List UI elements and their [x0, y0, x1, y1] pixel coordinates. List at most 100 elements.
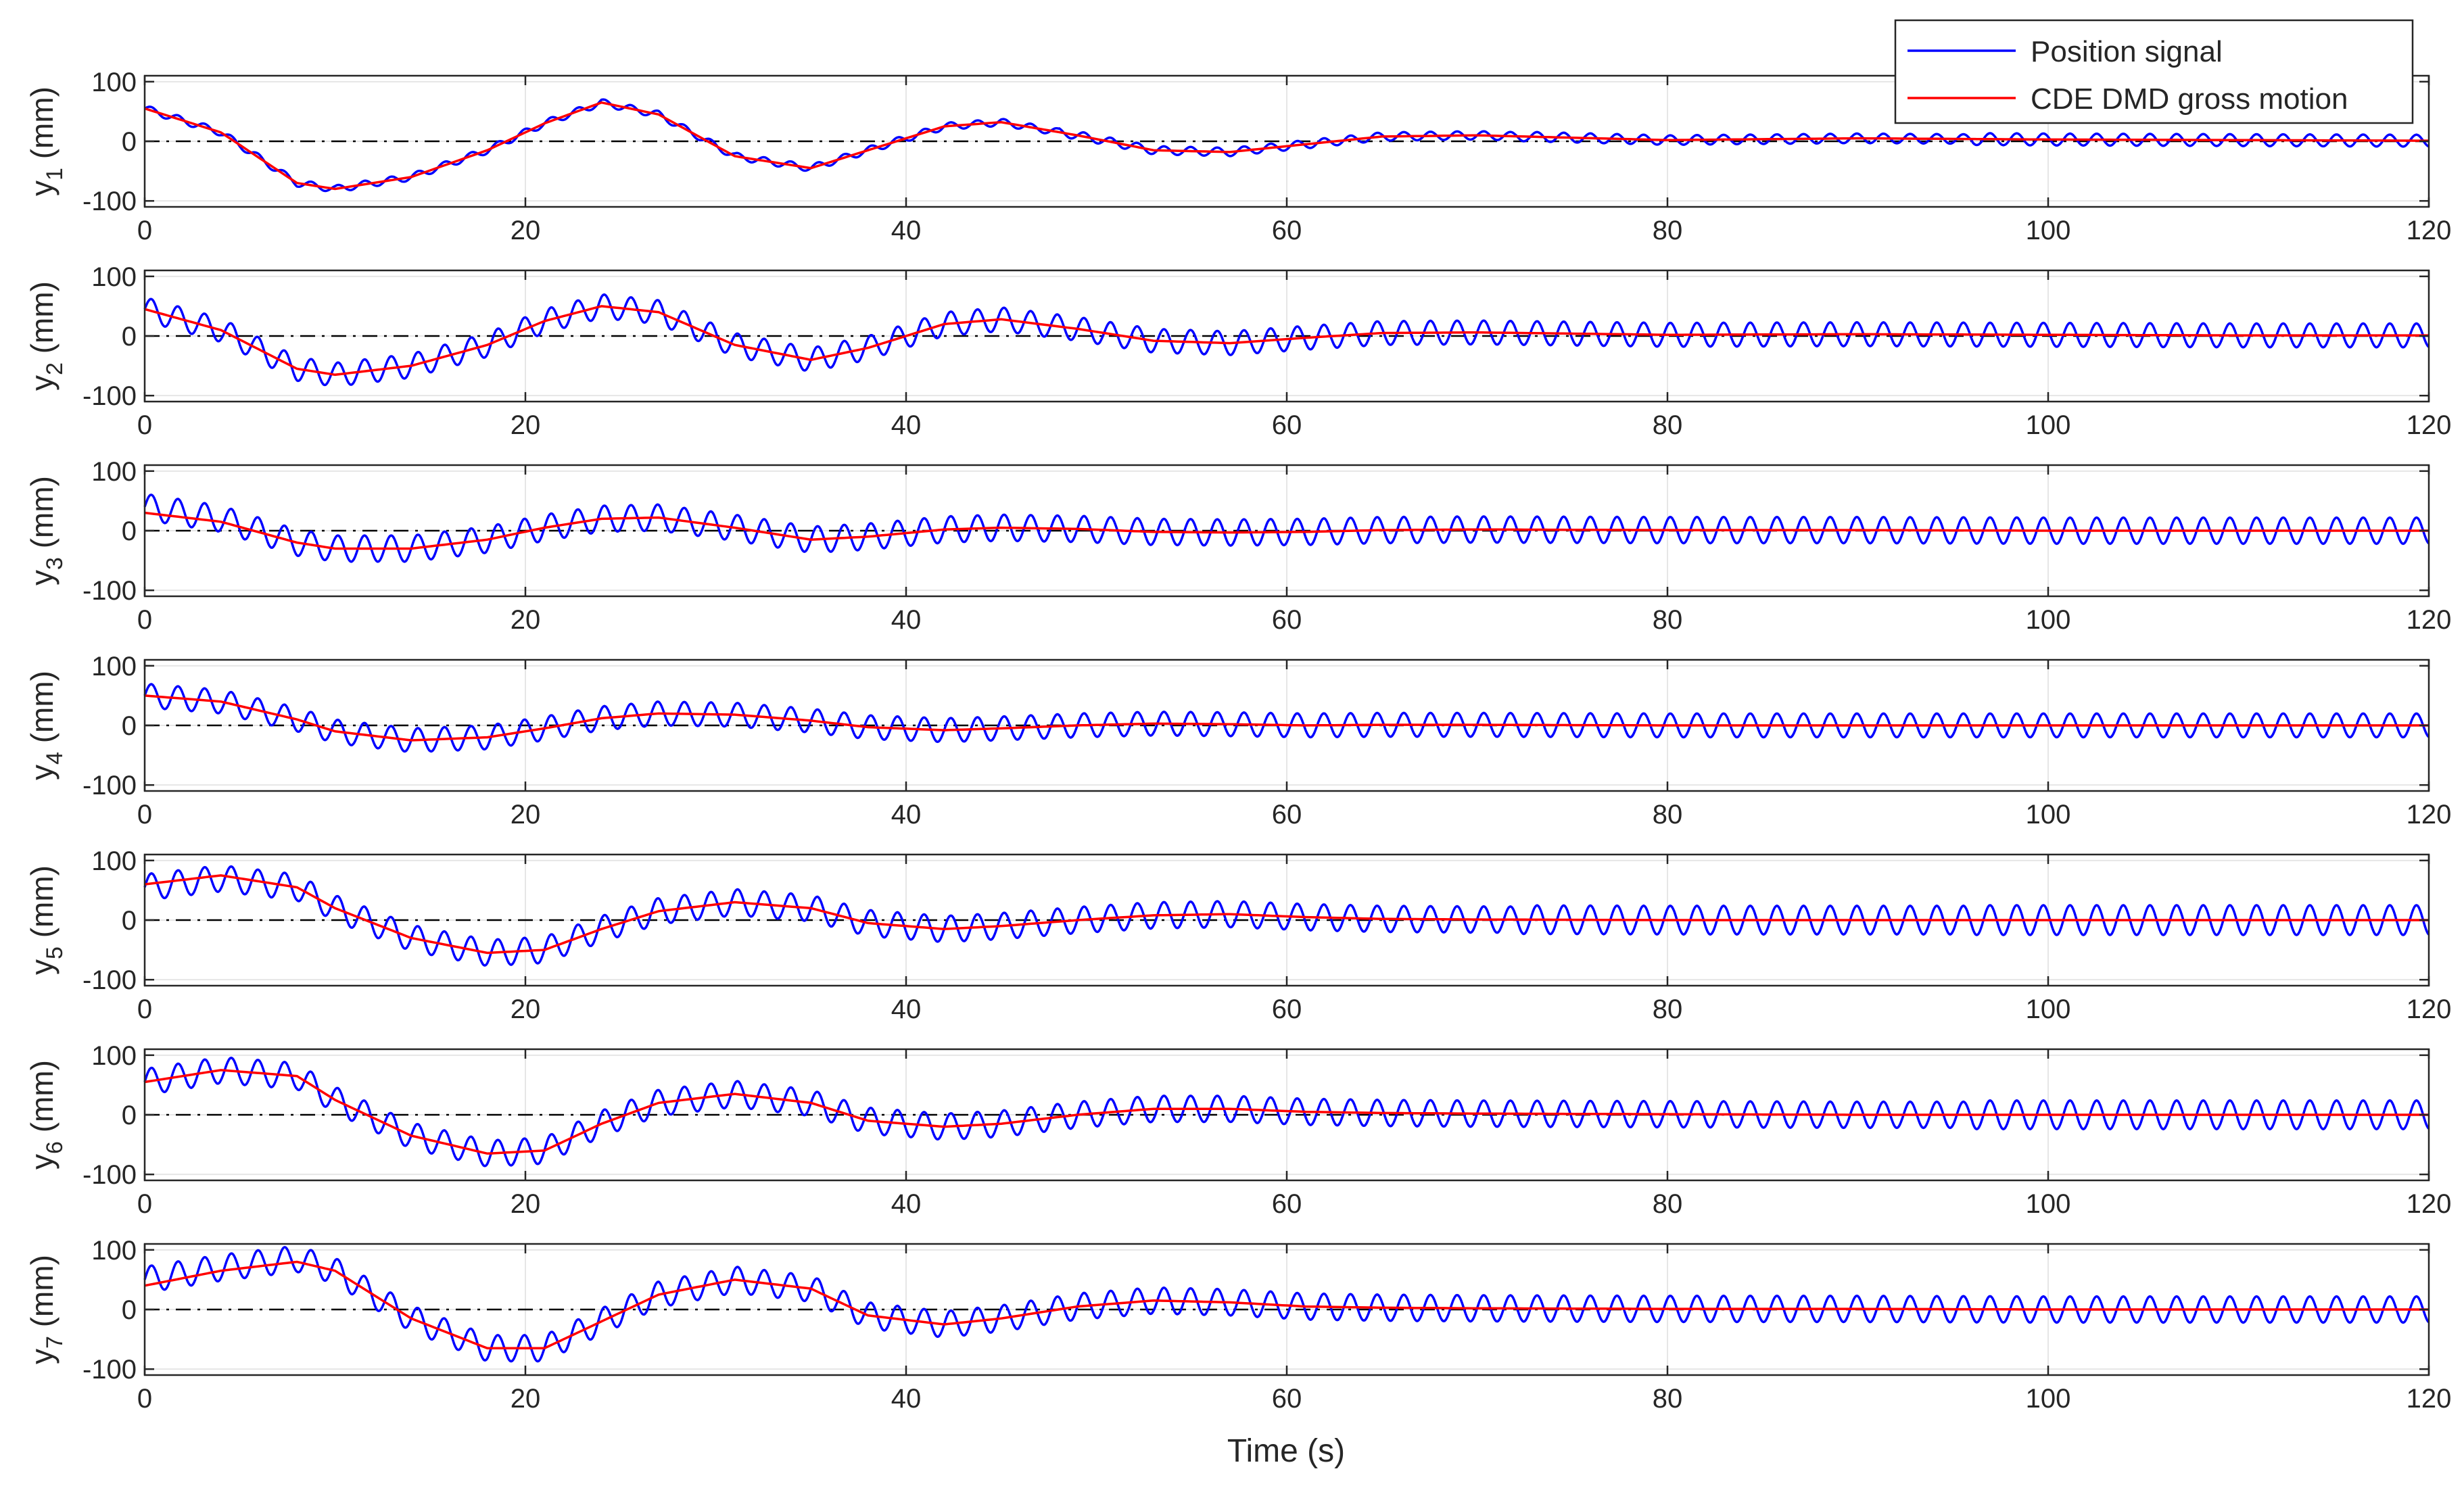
x-tick-label: 40: [891, 994, 922, 1024]
legend: Position signal CDE DMD gross motion: [1894, 19, 2414, 124]
x-tick-label: 60: [1272, 1384, 1302, 1414]
x-tick-label: 60: [1272, 410, 1302, 440]
x-tick-label: 100: [2026, 410, 2071, 440]
x-tick-label: 20: [511, 605, 541, 635]
x-tick-label: 40: [891, 216, 922, 245]
y-tick-label: 0: [122, 127, 137, 157]
x-tick-label: 20: [511, 216, 541, 245]
y-tick-label: 100: [91, 457, 137, 487]
x-tick-label: 20: [511, 994, 541, 1024]
x-tick-label: 40: [891, 1189, 922, 1219]
gross-motion-line: [144, 511, 2429, 550]
gross-motion-line: [144, 305, 2429, 377]
y-tick-label: -100: [82, 1160, 137, 1190]
y-tick-label: 100: [91, 68, 137, 97]
y-axis-label: y3 (mm): [24, 476, 68, 585]
gross-motion-line: [144, 1069, 2429, 1155]
y-tick-label: 100: [91, 846, 137, 876]
x-tick-label: 80: [1653, 1384, 1683, 1414]
x-tick-label: 0: [137, 410, 152, 440]
y-tick-label: 0: [122, 322, 137, 352]
y-tick-label: 100: [91, 1041, 137, 1071]
legend-box: [1894, 19, 2414, 124]
x-tick-label: 120: [2407, 410, 2452, 440]
x-tick-label: 80: [1653, 410, 1683, 440]
position-signal-line: [143, 494, 2430, 563]
x-tick-label: 20: [511, 1384, 541, 1414]
y-tick-label: 0: [122, 516, 137, 546]
y-tick-label: -100: [82, 187, 137, 216]
x-tick-label: 80: [1653, 994, 1683, 1024]
x-tick-label: 100: [2026, 800, 2071, 830]
y-tick-label: 0: [122, 1101, 137, 1130]
y-axis-label: y7 (mm): [24, 1255, 68, 1364]
x-tick-label: 100: [2026, 605, 2071, 635]
gross-motion-line: [144, 874, 2429, 955]
x-tick-label: 80: [1653, 1189, 1683, 1219]
x-tick-label: 80: [1653, 800, 1683, 830]
x-tick-label: 100: [2026, 994, 2071, 1024]
x-tick-label: 120: [2407, 1384, 2452, 1414]
y-tick-label: -100: [82, 381, 137, 411]
x-tick-label: 60: [1272, 800, 1302, 830]
x-tick-label: 100: [2026, 1189, 2071, 1219]
x-tick-label: 120: [2407, 605, 2452, 635]
x-tick-label: 120: [2407, 1189, 2452, 1219]
legend-label: Position signal: [2031, 35, 2223, 68]
y-axis-label: y5 (mm): [24, 865, 68, 975]
x-tick-label: 20: [511, 1189, 541, 1219]
position-signal-line: [143, 1056, 2430, 1168]
x-tick-label: 60: [1272, 605, 1302, 635]
x-tick-label: 0: [137, 1189, 152, 1219]
y-tick-label: 100: [91, 652, 137, 681]
y-axis-label: y6 (mm): [24, 1060, 68, 1170]
x-tick-label: 20: [511, 800, 541, 830]
legend-label: CDE DMD gross motion: [2031, 82, 2348, 116]
x-tick-label: 0: [137, 800, 152, 830]
x-tick-label: 60: [1272, 216, 1302, 245]
y-axis-label: y4 (mm): [24, 671, 68, 780]
gross-motion-line: [144, 694, 2429, 742]
position-signal-line: [143, 865, 2430, 967]
y-tick-label: 0: [122, 711, 137, 741]
x-tick-label: 120: [2407, 216, 2452, 245]
position-signal-line: [144, 98, 2430, 193]
position-signal-line: [143, 683, 2430, 753]
y-tick-label: -100: [82, 1355, 137, 1385]
y-tick-label: -100: [82, 771, 137, 800]
x-tick-label: 40: [891, 1384, 922, 1414]
y-tick-label: 100: [91, 262, 137, 292]
y-axis-label: y2 (mm): [24, 281, 68, 391]
x-tick-label: 100: [2026, 1384, 2071, 1414]
x-tick-label: 80: [1653, 216, 1683, 245]
x-tick-label: 80: [1653, 605, 1683, 635]
y-tick-label: 100: [91, 1236, 137, 1266]
x-tick-label: 40: [891, 605, 922, 635]
gross-motion-line: [144, 101, 2429, 191]
gross-motion-line: [144, 1260, 2429, 1350]
x-axis-label: Time (s): [1227, 1433, 1345, 1469]
position-signal-line: [143, 1245, 2430, 1363]
x-tick-label: 60: [1272, 1189, 1302, 1219]
x-tick-label: 120: [2407, 994, 2452, 1024]
x-tick-label: 0: [137, 216, 152, 245]
x-tick-label: 0: [137, 1384, 152, 1414]
x-tick-label: 0: [137, 605, 152, 635]
y-tick-label: -100: [82, 965, 137, 995]
y-tick-label: -100: [82, 576, 137, 606]
x-tick-label: 40: [891, 800, 922, 830]
x-tick-label: 40: [891, 410, 922, 440]
position-signal-line: [143, 293, 2430, 387]
x-tick-label: 60: [1272, 994, 1302, 1024]
x-tick-label: 20: [511, 410, 541, 440]
y-tick-label: 0: [122, 1295, 137, 1325]
